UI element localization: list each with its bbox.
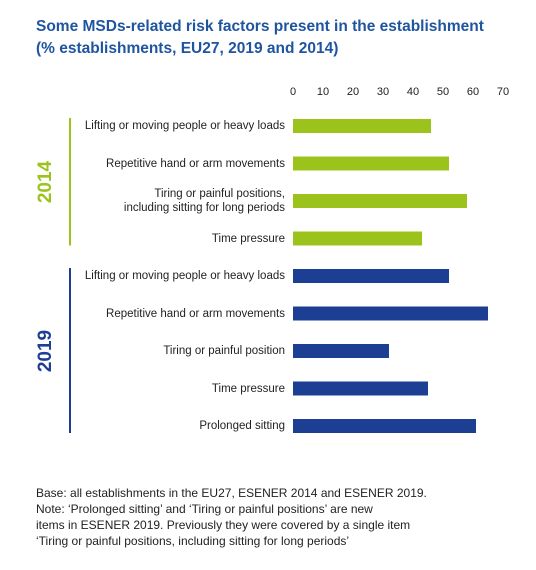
x-tick-label: 70 (496, 86, 510, 98)
category-label: Repetitive hand or arm movements (106, 157, 285, 170)
footnote: items in ESENER 2019. Previously they we… (36, 518, 411, 532)
x-tick-label: 0 (289, 86, 297, 98)
group-label: 2019 (35, 329, 56, 373)
category-label: Time pressure (211, 232, 285, 245)
footnote: ‘Tiring or painful positions, including … (36, 534, 350, 548)
x-tick-label: 40 (406, 86, 420, 98)
bar (293, 269, 449, 283)
bar (293, 119, 431, 133)
category-label: Tiring or painful positions, including s… (123, 188, 285, 214)
x-tick-label: 20 (346, 86, 360, 98)
category-label: Time pressure (211, 382, 285, 395)
bar (293, 156, 449, 171)
category-label: Repetitive hand or arm movements (106, 307, 285, 320)
footnote: Note: ‘Prolonged sitting’ and ‘Tiring or… (36, 502, 373, 516)
x-tick-label: 60 (466, 86, 480, 98)
bar (293, 419, 476, 433)
category-label: Lifting or moving people or heavy loads (84, 270, 285, 282)
bar (293, 344, 389, 358)
x-tick-label: 50 (436, 86, 450, 98)
category-label: Lifting or moving people or heavy loads (84, 120, 285, 132)
category-label: Prolonged sitting (199, 420, 285, 432)
bar (293, 381, 428, 396)
bar (293, 194, 467, 208)
category-label: Tiring or painful position (163, 345, 285, 357)
x-tick-label: 30 (376, 86, 390, 98)
bar (293, 231, 422, 246)
group-label: 2014 (35, 161, 56, 204)
chart-title: Some MSDs-related risk factors present i… (36, 18, 484, 35)
x-tick-label: 10 (316, 86, 330, 98)
bar (293, 306, 488, 321)
footnote: Base: all establishments in the EU27, ES… (36, 486, 427, 500)
chart-title: (% establishments, EU27, 2019 and 2014) (36, 40, 339, 57)
